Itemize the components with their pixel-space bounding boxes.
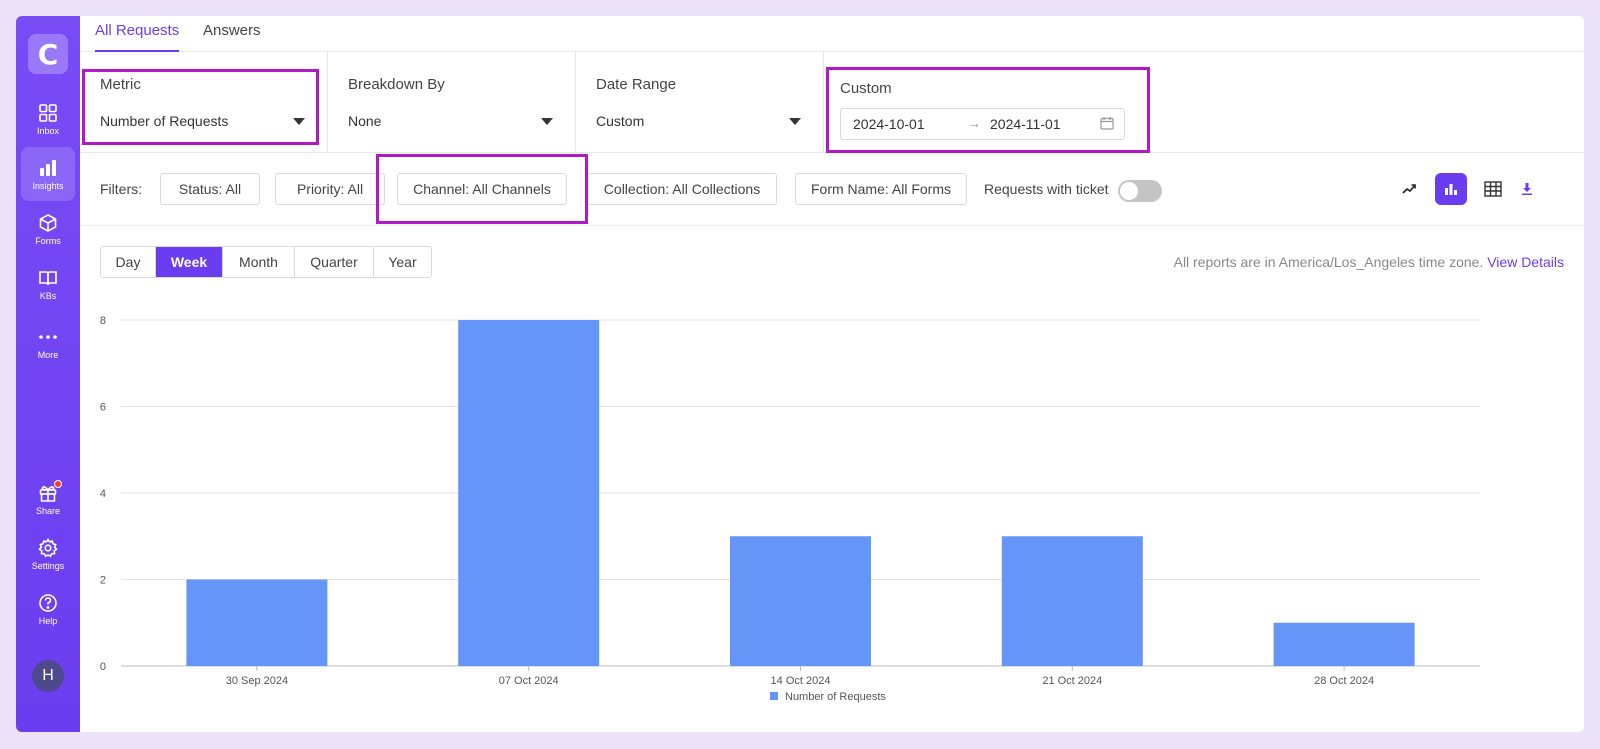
sidebar-item-label: Help <box>38 615 58 626</box>
start-date[interactable]: 2024-10-01 <box>853 116 925 132</box>
custom-date-range-picker[interactable]: 2024-10-01 → 2024-11-01 <box>840 108 1125 140</box>
sidebar-item-label: Settings <box>31 560 65 571</box>
sidebar-item-label: More <box>37 349 59 360</box>
filter-channel[interactable]: Channel: All Channels <box>397 173 567 205</box>
range-arrow: → <box>967 115 981 131</box>
download-button[interactable] <box>1511 173 1543 205</box>
filter-status[interactable]: Status: All <box>160 173 260 205</box>
sidebar-item-label: Inbox <box>36 125 60 136</box>
sidebar-item-label: Share <box>35 505 61 516</box>
sidebar-item-label: Insights <box>32 180 64 191</box>
metric-label: Metric <box>100 76 141 93</box>
x-tick-label: 14 Oct 2024 <box>771 675 831 687</box>
bar <box>458 320 600 666</box>
y-tick-label: 0 <box>100 661 106 673</box>
sidebar-item-insights[interactable]: Insights <box>21 147 75 201</box>
sidebar-item-forms[interactable]: Forms <box>21 202 75 256</box>
custom-date-label: Custom <box>840 80 892 97</box>
period-quarter[interactable]: Quarter <box>295 247 374 277</box>
period-year[interactable]: Year <box>374 247 431 277</box>
period-week[interactable]: Week <box>156 247 223 277</box>
table-icon <box>1484 181 1502 197</box>
sidebar-item-label: KBs <box>39 290 57 301</box>
bar <box>186 579 328 666</box>
bar-chart-icon <box>1445 184 1457 195</box>
trend-line-icon <box>1402 184 1416 194</box>
filter-collection[interactable]: Collection: All Collections <box>587 173 777 205</box>
breakdown-dropdown[interactable]: Breakdown By None <box>328 52 576 153</box>
y-tick-label: 2 <box>100 575 106 587</box>
logo[interactable]: C <box>28 34 68 74</box>
requests-with-ticket-label: Requests with ticket <box>984 181 1109 197</box>
y-tick-label: 4 <box>100 488 106 500</box>
sidebar-item-more[interactable]: More <box>21 316 75 370</box>
gear-icon <box>38 537 58 557</box>
y-tick-label: 6 <box>100 402 106 414</box>
breakdown-value: None <box>348 113 382 129</box>
filters-bar: Filters: Status: All Priority: All Chann… <box>80 153 1584 226</box>
more-dots-icon <box>39 334 57 339</box>
period-day[interactable]: Day <box>101 247 156 277</box>
toggle-knob <box>1120 182 1138 200</box>
tab-bar: All Requests Answers <box>80 16 1584 52</box>
gift-icon <box>39 485 57 502</box>
avatar[interactable]: H <box>32 660 64 692</box>
caret-down-icon <box>541 118 553 125</box>
sidebar-item-label: Forms <box>35 235 61 246</box>
inbox-icon <box>39 103 57 122</box>
app-window: C Inbox Insights Forms KBs More Share <box>16 16 1584 732</box>
main-content: All Requests Answers Metric Number of Re… <box>80 16 1584 732</box>
bar-chart-view-button[interactable] <box>1435 173 1467 205</box>
legend-label: Number of Requests <box>785 691 886 703</box>
breakdown-label: Breakdown By <box>348 76 445 93</box>
bar <box>1273 622 1415 666</box>
line-chart-view-button[interactable] <box>1393 173 1425 205</box>
report-selectors: Metric Number of Requests Breakdown By N… <box>80 52 1584 153</box>
view-details-link[interactable]: View Details <box>1487 254 1564 270</box>
filter-priority[interactable]: Priority: All <box>275 173 385 205</box>
x-tick-label: 21 Oct 2024 <box>1042 675 1102 687</box>
legend-swatch <box>770 692 778 700</box>
filters-label: Filters: <box>100 181 142 197</box>
table-view-button[interactable] <box>1477 173 1509 205</box>
calendar-icon[interactable] <box>1100 116 1114 130</box>
caret-down-icon <box>789 118 801 125</box>
sidebar-item-help[interactable]: Help <box>21 582 75 636</box>
timezone-text: All reports are in America/Los_Angeles t… <box>1173 254 1484 270</box>
filter-form-name[interactable]: Form Name: All Forms <box>795 173 967 205</box>
metric-dropdown[interactable]: Metric Number of Requests <box>80 52 328 153</box>
caret-down-icon <box>293 118 305 125</box>
period-selector: Day Week Month Quarter Year <box>100 246 432 278</box>
download-icon <box>1522 183 1532 195</box>
sidebar-item-settings[interactable]: Settings <box>21 527 75 581</box>
requests-with-ticket-toggle[interactable] <box>1118 180 1162 202</box>
help-icon <box>39 593 57 612</box>
x-tick-label: 28 Oct 2024 <box>1314 675 1374 687</box>
x-tick-label: 30 Sep 2024 <box>226 675 288 687</box>
timezone-note: All reports are in America/Los_Angeles t… <box>1174 254 1564 270</box>
sidebar-item-kbs[interactable]: KBs <box>21 257 75 311</box>
date-range-label: Date Range <box>596 76 677 93</box>
chart-svg: 0 2 4 6 8 30 Sep 2024 07 Oct 2024 14 Oct 2024 21… <box>100 315 1480 703</box>
bar <box>730 536 871 666</box>
requests-bar-chart: 0 2 4 6 8 30 Sep 2024 07 Oct 2024 14 Oct 2024 21… <box>80 296 1500 716</box>
metric-value: Number of Requests <box>100 113 229 129</box>
bar-chart-icon <box>40 159 56 176</box>
period-month[interactable]: Month <box>223 247 295 277</box>
bar <box>1001 536 1143 666</box>
date-range-dropdown[interactable]: Date Range Custom <box>576 52 824 153</box>
sidebar-item-inbox[interactable]: Inbox <box>21 92 75 146</box>
sidebar-item-share[interactable]: Share <box>21 472 75 526</box>
sidebar: C Inbox Insights Forms KBs More Share <box>16 16 80 732</box>
end-date[interactable]: 2024-11-01 <box>990 116 1061 132</box>
notification-dot <box>54 480 62 488</box>
book-icon <box>39 270 57 285</box>
y-tick-label: 8 <box>100 315 106 327</box>
x-tick-label: 07 Oct 2024 <box>499 675 559 687</box>
cube-icon <box>39 213 57 232</box>
tab-all-requests[interactable]: All Requests <box>95 22 180 52</box>
date-range-value: Custom <box>596 113 645 129</box>
tab-answers[interactable]: Answers <box>203 22 261 39</box>
